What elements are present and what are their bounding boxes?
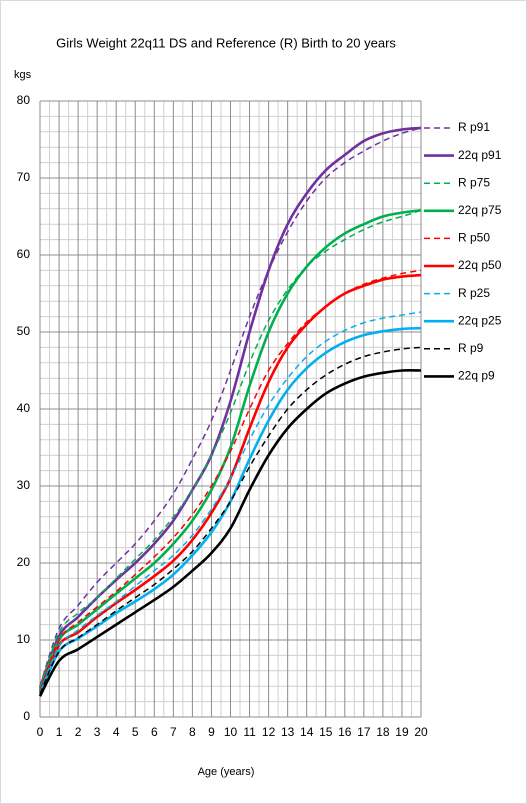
y-tick-label: 50 [17, 324, 31, 338]
legend-label: 22q p75 [458, 203, 502, 217]
chart-title: Girls Weight 22q11 DS and Reference (R) … [56, 35, 396, 50]
series-line [38, 209, 422, 691]
x-tick-label: 12 [262, 725, 276, 739]
legend-label: R p50 [458, 231, 490, 245]
y-tick-label: 60 [17, 247, 31, 261]
legend-label: R p75 [458, 175, 490, 189]
y-tick-label: 70 [17, 170, 31, 184]
x-tick-label: 11 [243, 725, 256, 739]
series-line [39, 346, 422, 695]
x-tick-label: 15 [319, 725, 333, 739]
legend-label: 22q p25 [458, 313, 502, 327]
x-tick-label: 17 [357, 725, 371, 739]
y-tick-label: 0 [23, 709, 30, 723]
x-tick-label: 5 [132, 725, 139, 739]
x-tick-label: 13 [281, 725, 295, 739]
x-tick-label: 10 [224, 725, 238, 739]
legend-label: R p9 [458, 341, 484, 355]
x-tick-label: 7 [170, 725, 177, 739]
x-tick-label: 2 [75, 725, 82, 739]
x-tick-label: 18 [376, 725, 390, 739]
series-line [38, 326, 422, 695]
legend-label: 22q p91 [458, 148, 502, 162]
x-tick-label: 9 [208, 725, 215, 739]
x-tick-label: 3 [94, 725, 101, 739]
x-tick-label: 8 [189, 725, 196, 739]
x-tick-label: 14 [300, 725, 314, 739]
x-tick-label: 20 [414, 725, 428, 739]
legend-label: R p25 [458, 286, 490, 300]
series-line [39, 209, 422, 689]
legend-label: R p91 [458, 120, 490, 134]
y-axis-label: kgs [14, 69, 32, 81]
legend-label: 22q p9 [458, 369, 495, 383]
x-tick-label: 1 [56, 725, 63, 739]
y-tick-label: 10 [17, 632, 31, 646]
y-tick-label: 40 [17, 401, 31, 415]
y-tick-label: 20 [17, 555, 31, 569]
series-line [39, 311, 422, 693]
x-tick-label: 0 [37, 725, 44, 739]
x-axis-label: Age (years) [198, 766, 255, 778]
x-tick-label: 6 [151, 725, 158, 739]
legend-label: 22q p50 [458, 258, 502, 272]
series-line [38, 369, 422, 697]
y-tick-label: 30 [17, 478, 31, 492]
series-line [39, 127, 422, 687]
x-tick-label: 16 [338, 725, 352, 739]
x-tick-label: 19 [395, 725, 409, 739]
y-tick-label: 80 [17, 93, 31, 107]
x-tick-label: 4 [113, 725, 120, 739]
